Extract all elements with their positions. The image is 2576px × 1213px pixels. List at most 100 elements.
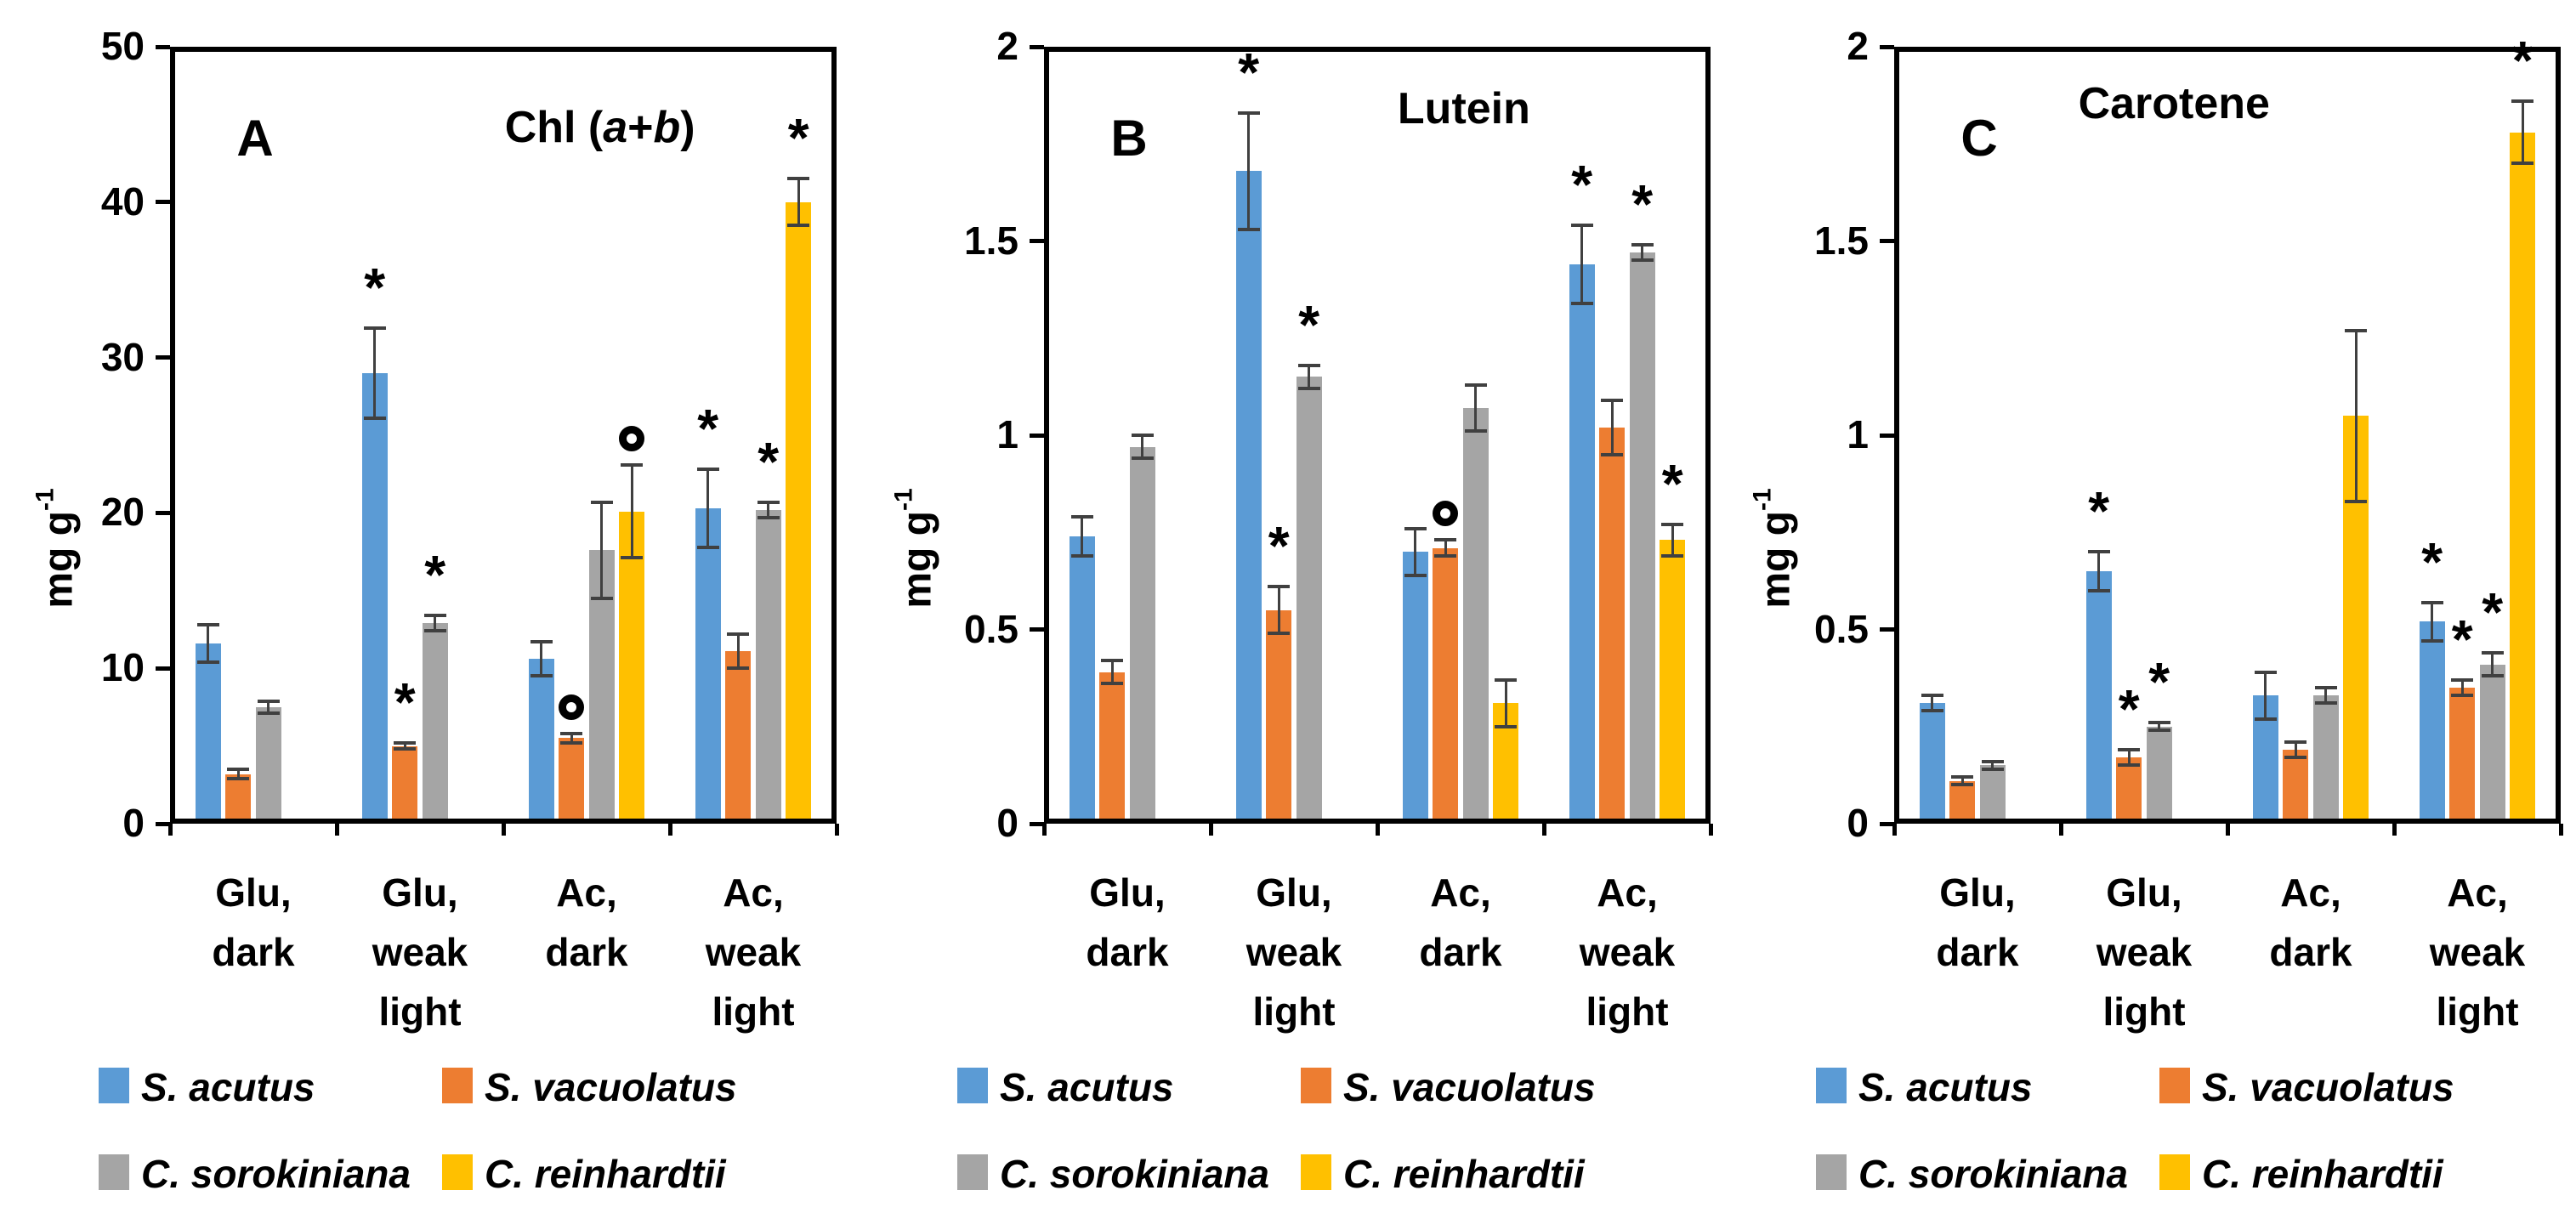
x-category-label: Glu, <box>2106 870 2182 915</box>
legend-swatch <box>442 1068 473 1103</box>
legend-swatch <box>442 1154 473 1190</box>
bar-c-reinhardtii <box>619 511 645 821</box>
panel-b: mg g-1 0 0.5 1 1.5 2 * * * * * * B Lutein Glu, dark Glu,… <box>859 0 1717 1213</box>
bar-s-acutus <box>361 372 388 821</box>
error-bar-cap-top <box>423 614 446 618</box>
significance-asterisk: * <box>2511 29 2533 91</box>
y-tick-mark <box>1880 821 1894 826</box>
bar-c-sorokiniana <box>1462 408 1489 821</box>
bar-s-acutus <box>1569 264 1595 821</box>
y-tick-mark <box>156 44 170 49</box>
error-bar-cap-top <box>1131 434 1154 437</box>
error-bar <box>1931 695 1934 711</box>
error-bar-cap-top <box>227 768 250 772</box>
error-bar-cap-bottom <box>1434 553 1457 558</box>
error-bar-cap-top <box>1921 694 1943 698</box>
error-bar-cap-bottom <box>257 711 280 716</box>
error-bar <box>2324 688 2328 704</box>
error-bar-cap-bottom <box>757 515 780 519</box>
y-tick-label: 1.5 <box>1814 218 1869 263</box>
error-bar <box>1504 679 1507 727</box>
x-category-label: weak <box>372 930 468 974</box>
y-tick-label: 40 <box>100 179 145 224</box>
x-tick-mark <box>1208 824 1213 836</box>
x-category-label: Glu, <box>1939 870 2016 915</box>
significance-asterisk: * <box>1268 515 1290 577</box>
panel-letter-b: B <box>1110 110 1148 167</box>
significance-asterisk: * <box>1298 293 1320 355</box>
legend-label: S. acutus <box>1858 1065 2033 1109</box>
error-bar-cap-bottom <box>227 776 250 780</box>
x-tick-mark <box>2225 824 2230 836</box>
error-bar-cap-bottom <box>1631 258 1654 263</box>
significance-asterisk: * <box>1631 173 1654 235</box>
error-bar-cap-bottom <box>2420 639 2443 643</box>
error-bar <box>2431 602 2434 642</box>
x-tick-mark <box>1708 824 1713 836</box>
x-category-label: dark <box>212 930 295 974</box>
x-tick-mark <box>1041 824 1047 836</box>
error-bar <box>1414 528 1417 575</box>
significance-asterisk: * <box>394 671 416 733</box>
bar-c-reinhardtii <box>786 201 812 821</box>
error-bar-cap-bottom <box>2451 694 2474 698</box>
bar-c-sorokiniana <box>2146 726 2172 821</box>
error-bar-cap-top <box>1464 383 1487 387</box>
bar-c-sorokiniana <box>422 623 448 821</box>
y-tick-label: 1 <box>1847 412 1869 456</box>
x-tick-mark <box>2392 824 2397 836</box>
x-tick-mark <box>1892 824 1897 836</box>
x-tick-mark <box>334 824 339 836</box>
legend-label: C. reinhardtii <box>485 1152 726 1196</box>
significance-asterisk: * <box>2148 651 2170 713</box>
x-category-label: dark <box>545 930 628 974</box>
bar-s-acutus <box>1235 171 1262 821</box>
error-bar-cap-bottom <box>1495 724 1518 728</box>
error-bar <box>1960 777 1964 785</box>
y-tick-label: 10 <box>100 645 145 690</box>
bar-c-sorokiniana <box>2479 664 2505 821</box>
x-category-label: Ac, <box>556 870 617 915</box>
error-bar-cap-top <box>2118 748 2141 752</box>
y-tick-mark <box>1030 239 1044 243</box>
panel-c: mg g-1 0 0.5 1 1.5 2 * * * * * * * C Carotene Glu, dark G… <box>1717 0 2576 1213</box>
x-category-label: dark <box>1936 930 2019 974</box>
error-bar <box>2521 100 2524 164</box>
y-tick-label: 0.5 <box>1814 606 1869 651</box>
significance-asterisk: * <box>364 256 386 318</box>
significance-circle <box>559 694 585 720</box>
bar-s-vacuolatus <box>725 651 752 821</box>
error-bar-cap-bottom <box>696 545 719 549</box>
bar-s-vacuolatus <box>392 745 418 821</box>
chart-title-part: Lutein <box>1397 84 1530 133</box>
y-axis-label-text: mg g <box>1753 511 1799 609</box>
bar-c-sorokiniana <box>1296 377 1322 821</box>
error-bar-cap-bottom <box>1601 452 1624 456</box>
error-bar <box>207 625 210 662</box>
error-bar-cap-bottom <box>560 740 583 745</box>
x-category-label: Ac, <box>1597 870 1658 915</box>
error-bar-cap-bottom <box>787 224 810 228</box>
bar-s-acutus <box>195 643 221 821</box>
error-bar <box>2158 723 2161 731</box>
error-bar <box>540 642 543 677</box>
bar-s-vacuolatus <box>1099 672 1126 821</box>
x-tick-mark <box>1541 824 1546 836</box>
bar-c-sorokiniana <box>1979 765 2006 821</box>
error-bar-cap-bottom <box>1951 783 1974 787</box>
error-bar-cap-top <box>621 462 644 467</box>
x-category-label: light <box>378 989 462 1034</box>
y-tick-label: 0.5 <box>964 606 1018 651</box>
error-bar-cap-top <box>2087 550 2110 554</box>
x-category-label: dark <box>1419 930 1502 974</box>
legend-label: C. sorokiniana <box>1000 1152 1269 1196</box>
x-tick-mark <box>167 824 173 836</box>
error-bar <box>2127 750 2131 766</box>
error-bar-cap-bottom <box>1297 387 1320 391</box>
error-bar-cap-bottom <box>1268 632 1291 636</box>
y-tick-mark <box>1030 627 1044 632</box>
error-bar <box>570 733 573 743</box>
y-tick-label: 2 <box>996 24 1018 68</box>
error-bar-cap-bottom <box>1921 709 1943 713</box>
y-tick-label: 1 <box>996 412 1018 456</box>
